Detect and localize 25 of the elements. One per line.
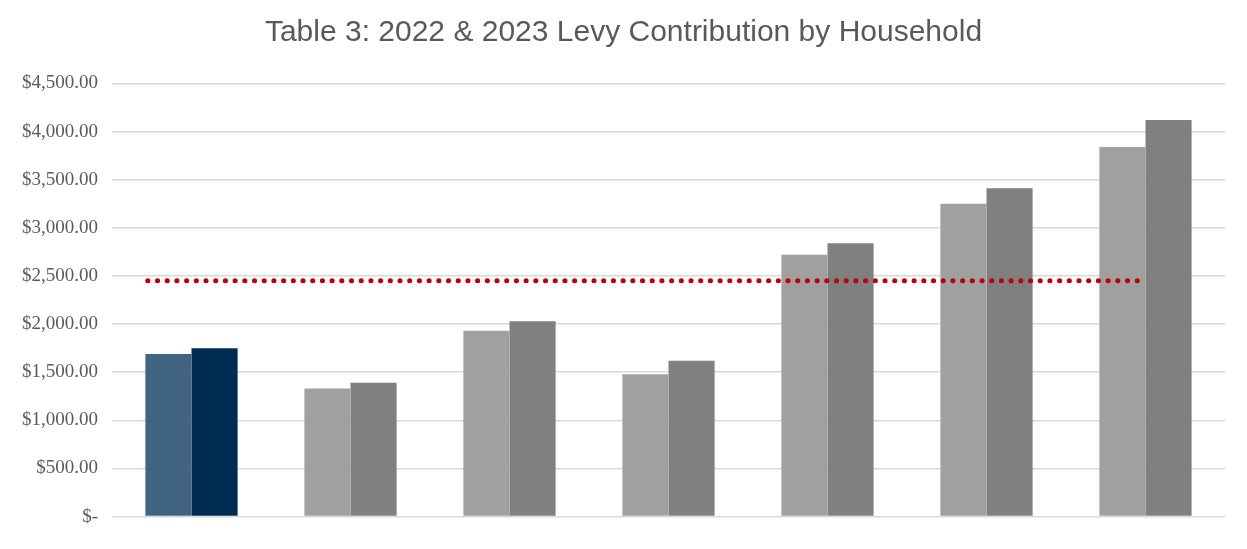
y-tick-label: $1,000.00 (22, 408, 98, 430)
bar (940, 203, 987, 516)
bar (827, 243, 874, 516)
y-tick-label: $500.00 (36, 456, 98, 478)
bar (145, 353, 192, 516)
y-tick-label: $- (82, 504, 98, 526)
bar (509, 321, 556, 516)
bar (350, 382, 397, 516)
y-tick-label: $3,000.00 (22, 215, 98, 237)
bar (1145, 119, 1192, 516)
y-tick-label: $2,000.00 (22, 312, 98, 334)
y-tick-label: $4,000.00 (22, 119, 98, 141)
bar (191, 348, 238, 516)
y-tick-label: $4,500.00 (22, 71, 98, 93)
y-tick-label: $2,500.00 (22, 263, 98, 285)
bar (622, 374, 669, 516)
bar (668, 360, 715, 516)
bar (463, 330, 510, 516)
bar (781, 254, 828, 516)
chart-title: Table 3: 2022 & 2023 Levy Contribution by Household (263, 14, 984, 49)
y-tick-label: $3,500.00 (22, 167, 98, 189)
y-tick-label: $1,500.00 (22, 360, 98, 382)
bar (986, 188, 1033, 516)
bar (1099, 146, 1146, 516)
bar (304, 388, 351, 516)
